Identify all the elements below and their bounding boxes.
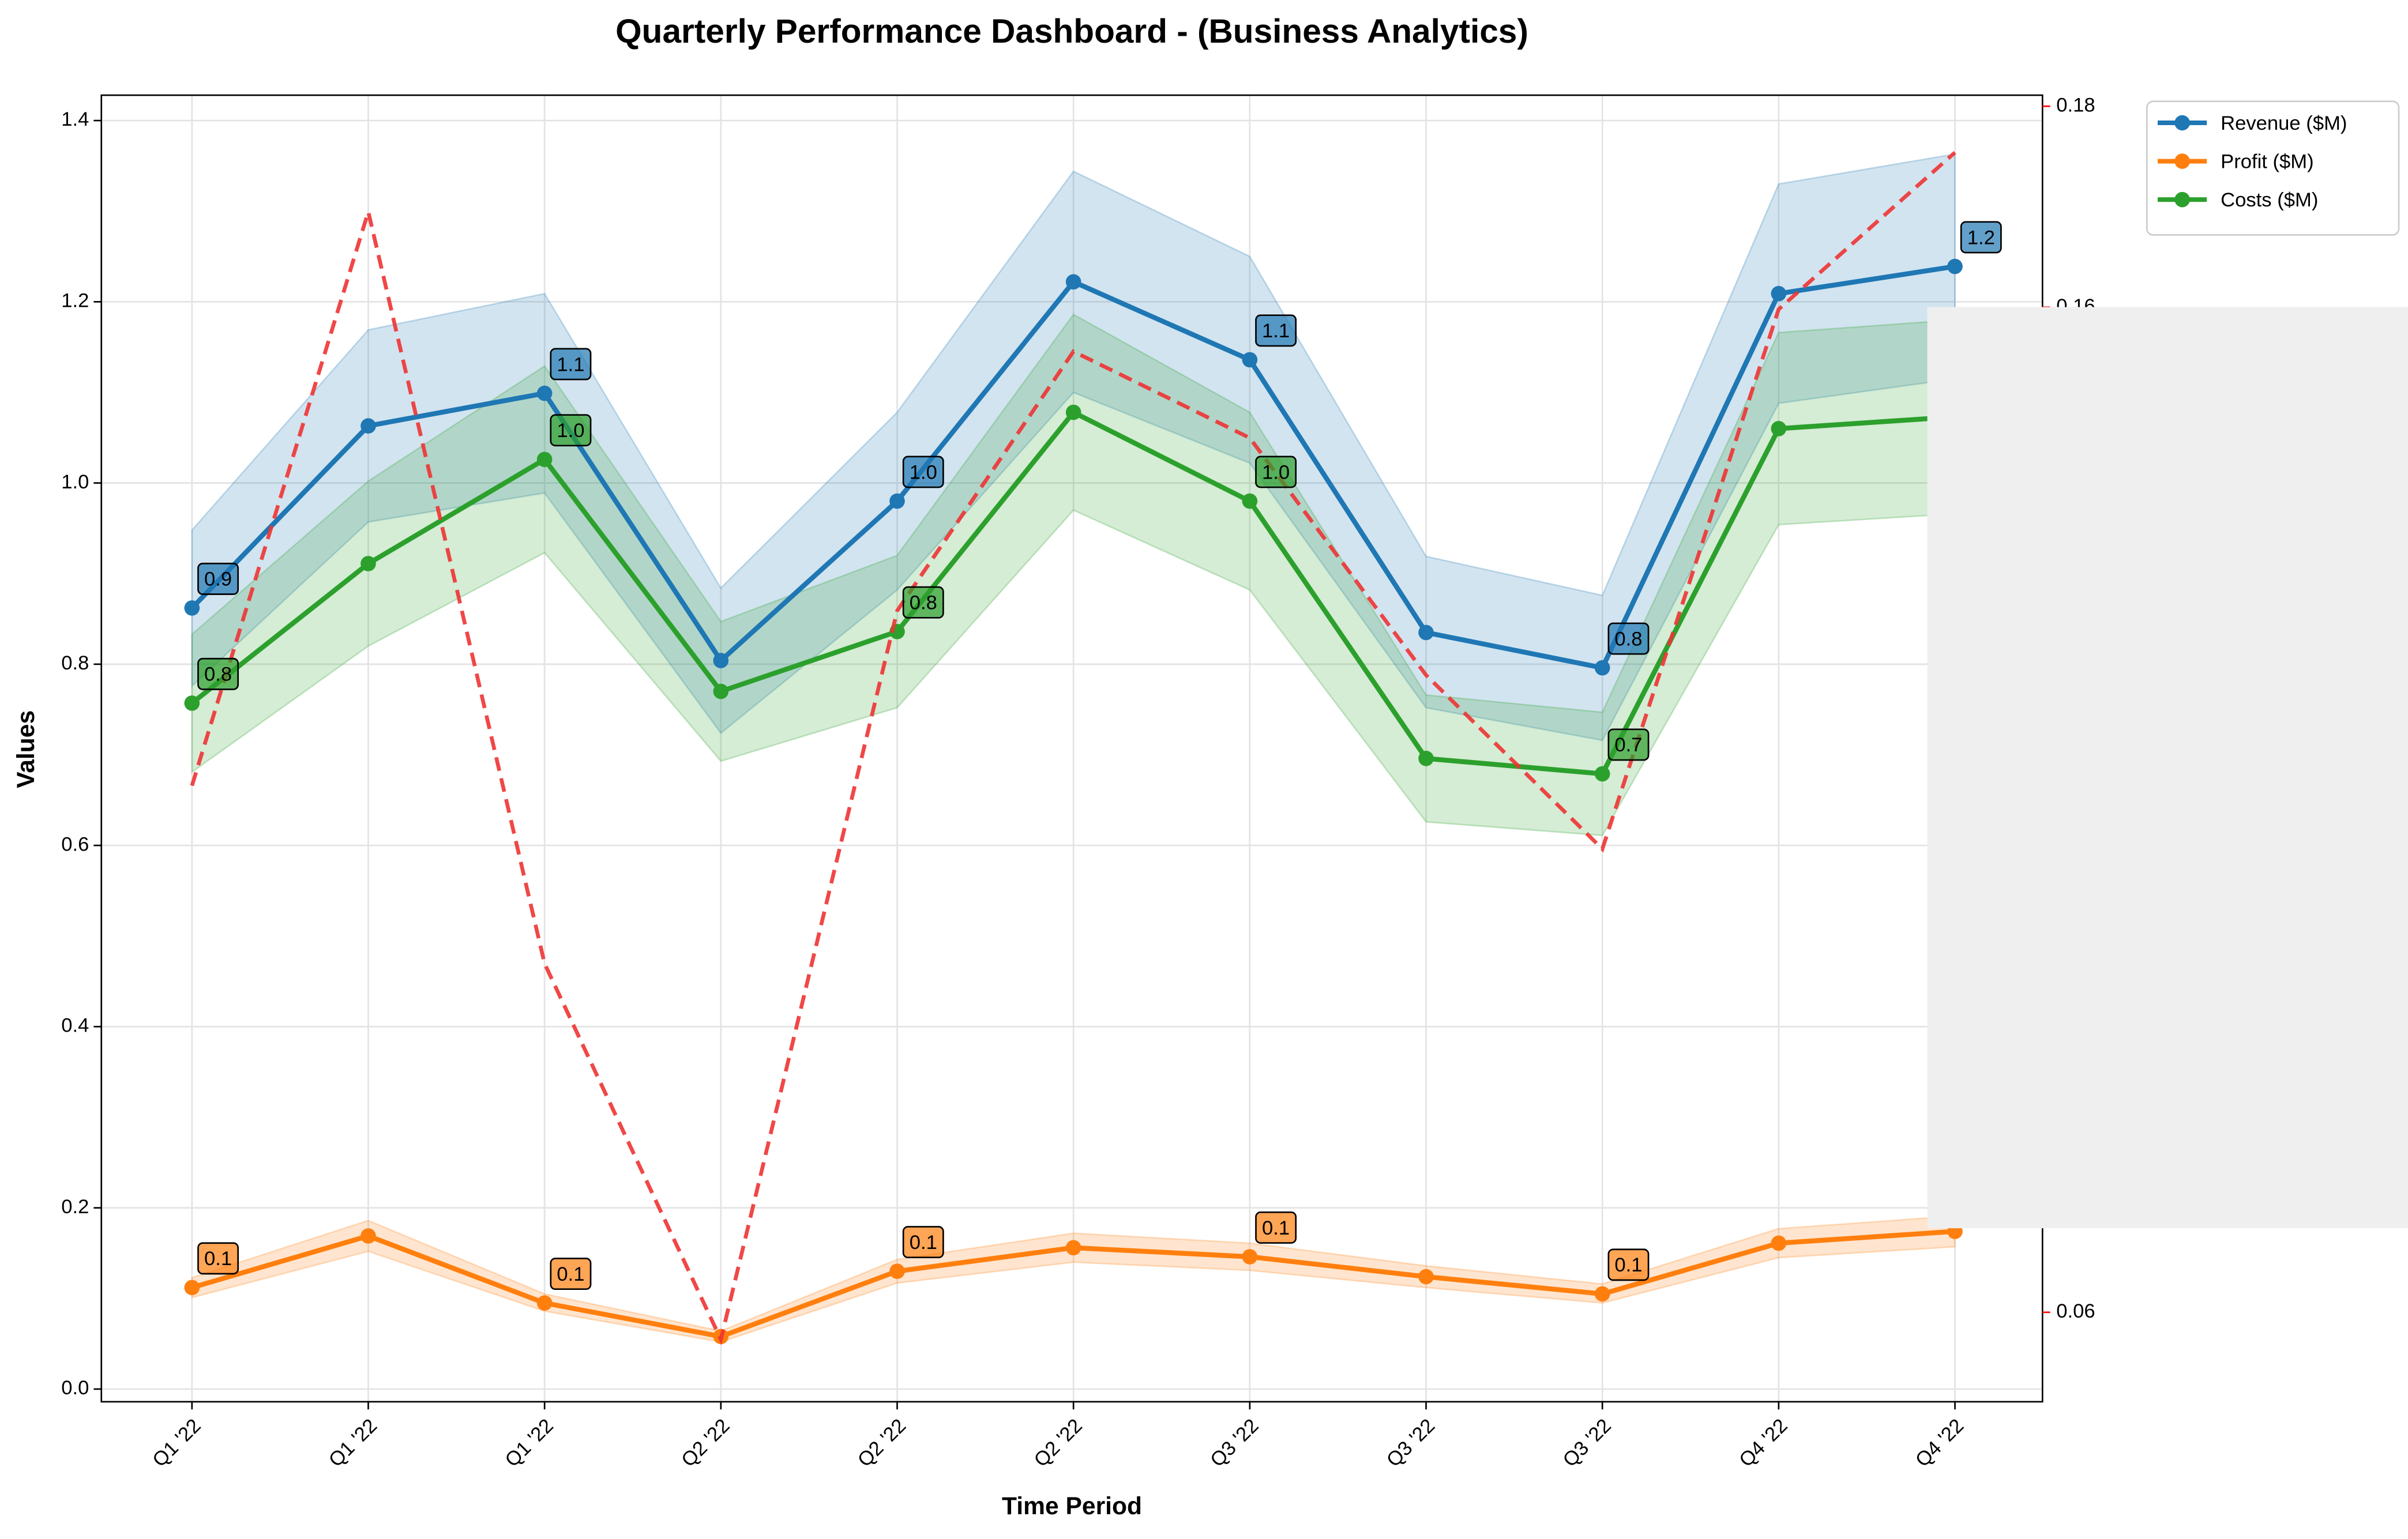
overlay-panel — [1927, 307, 2408, 1229]
value-label: 1.0 — [557, 420, 584, 442]
value-label: 0.9 — [204, 569, 232, 590]
y-tick-label: 0.2 — [61, 1196, 89, 1218]
marker — [1418, 1269, 1434, 1285]
y-tick-label: 0.4 — [61, 1015, 89, 1037]
legend-box — [2146, 100, 2400, 236]
y2-tick-label: 0.18 — [2056, 94, 2095, 116]
legend-marker — [2174, 153, 2190, 169]
dashed-line — [190, 150, 1956, 1345]
y-axis-label: Values — [12, 710, 40, 788]
value-label-box — [550, 348, 592, 381]
marker — [184, 1280, 200, 1296]
legend-label: Revenue ($M) — [2221, 112, 2347, 134]
marker — [713, 653, 729, 668]
legend-marker — [2174, 191, 2190, 208]
value-label: 0.1 — [910, 1232, 937, 1254]
value-label-box — [1960, 221, 2002, 254]
marker — [1418, 624, 1434, 641]
value-label: 0.1 — [204, 1248, 232, 1270]
y-tick-label: 1.2 — [61, 289, 89, 311]
value-label: 0.7 — [1614, 734, 1642, 756]
value-label: 0.1 — [1262, 1217, 1290, 1239]
marker — [536, 385, 553, 401]
marker — [889, 493, 905, 509]
y-tick-label: 0.8 — [61, 652, 89, 674]
value-label-box — [1607, 1248, 1650, 1281]
marker — [1771, 421, 1787, 437]
marker — [1594, 660, 1610, 676]
marker — [1771, 285, 1787, 302]
value-label: 1.1 — [557, 353, 584, 375]
legend-marker — [2174, 115, 2190, 131]
value-label-box — [550, 1258, 592, 1290]
value-label: 0.1 — [557, 1263, 584, 1285]
marker — [360, 556, 376, 571]
value-label-box — [197, 1242, 239, 1275]
value-label-box — [902, 456, 944, 488]
y-tick-label: 1.0 — [61, 471, 89, 493]
value-label: 0.8 — [1614, 628, 1642, 650]
marker — [1418, 750, 1434, 766]
marker — [360, 1228, 376, 1244]
value-label-box — [1607, 622, 1650, 655]
value-label: 1.2 — [1967, 227, 1995, 249]
marker — [184, 695, 200, 711]
marker — [1065, 404, 1081, 420]
marker — [889, 1263, 905, 1280]
value-label-box — [1255, 456, 1297, 488]
marker — [1594, 1286, 1610, 1302]
value-label: 1.1 — [1262, 320, 1290, 342]
marker — [1947, 258, 1963, 274]
value-label-box — [197, 657, 239, 690]
legend-label: Profit ($M) — [2221, 150, 2314, 172]
marker — [1242, 352, 1258, 368]
value-label: 0.8 — [204, 664, 232, 686]
y-tick-label: 1.4 — [61, 108, 89, 130]
value-label-box — [550, 414, 592, 447]
marker — [1242, 1249, 1258, 1265]
chart-title: Quarterly Performance Dashboard - (Busin… — [615, 13, 1528, 50]
value-label: 0.1 — [1614, 1254, 1642, 1276]
value-label-box — [1255, 1211, 1297, 1244]
value-label: 1.0 — [910, 461, 937, 483]
marker — [713, 683, 729, 699]
marker — [1242, 493, 1258, 509]
value-label-box — [902, 1226, 944, 1259]
value-label-box — [902, 586, 944, 619]
value-label-box — [1607, 728, 1650, 761]
marker — [360, 418, 376, 434]
value-label-box — [1255, 314, 1297, 347]
y-tick-label: 0.0 — [61, 1377, 89, 1399]
x-axis-label: Time Period — [1002, 1492, 1142, 1520]
legend-label: Costs ($M) — [2221, 189, 2318, 211]
y-tick-label: 0.6 — [61, 833, 89, 855]
marker — [536, 1295, 553, 1311]
marker — [184, 600, 200, 616]
marker — [1594, 766, 1610, 782]
y2-tick-label: 0.06 — [2056, 1300, 2095, 1322]
value-label-box — [197, 562, 239, 595]
marker — [536, 451, 553, 468]
value-label: 1.0 — [1262, 461, 1290, 483]
marker — [1771, 1235, 1787, 1251]
value-label: 0.8 — [910, 592, 937, 614]
marker — [1065, 274, 1081, 290]
marker — [1065, 1240, 1081, 1256]
